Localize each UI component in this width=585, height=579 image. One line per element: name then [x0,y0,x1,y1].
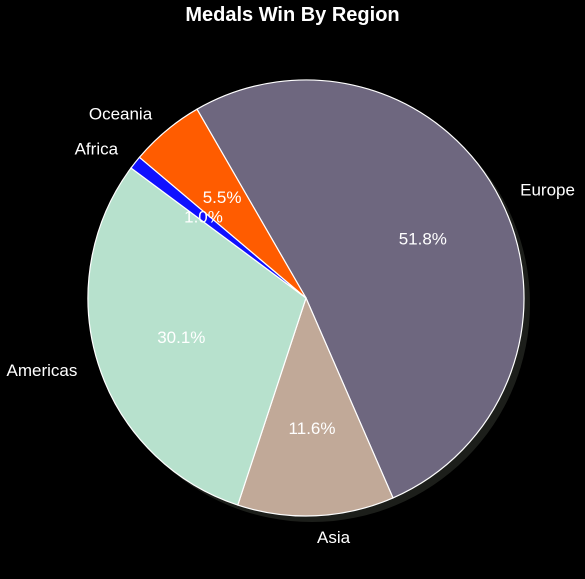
percent-label-oceania: 5.5% [203,188,242,207]
percent-labels: 51.8% 11.6% 30.1% 1.0%5.5% [157,188,447,438]
pie-wedges [87,79,525,517]
category-label-europe: Europe [520,181,575,200]
percent-label-europe: 51.8% [399,230,447,249]
pie-slice-europe [196,79,525,499]
chart-title: Medals Win By Region [185,4,400,26]
percent-label-americas: 30.1% [157,328,205,347]
percent-label-africa: 1.0% [184,207,223,226]
percent-label-asia: 11.6% [289,419,336,438]
category-label-asia: Asia [317,528,351,547]
category-label-americas: Americas [7,361,78,380]
pie-slice-oceania [138,108,307,299]
category-label-oceania: Oceania [89,105,153,124]
category-label-africa: Africa [75,140,119,159]
pie-slice-americas [87,167,307,506]
category-labels: Europe Asia Americas Africa Oceania [7,105,575,548]
pie-slice-asia [237,296,394,517]
